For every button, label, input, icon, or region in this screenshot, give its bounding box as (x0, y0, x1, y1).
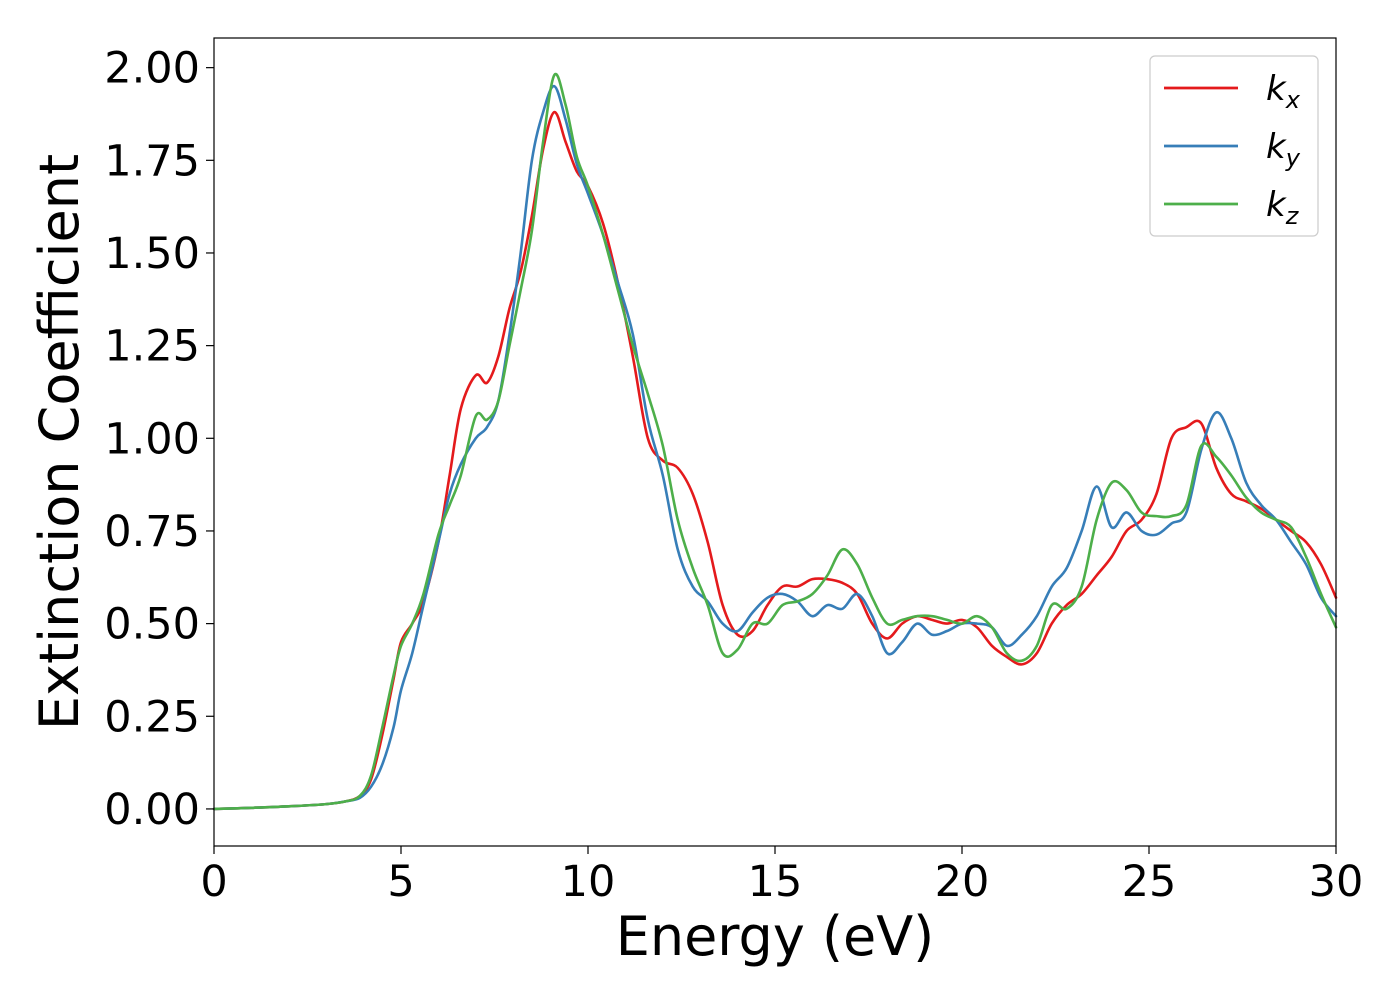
y-tick-label: 0.50 (104, 600, 200, 650)
series-line-kz (212, 72, 1338, 811)
x-tick-label: 10 (561, 857, 616, 907)
x-tick-label: 5 (387, 857, 414, 907)
x-tick-label: 15 (748, 857, 803, 907)
y-tick-label: 1.75 (104, 136, 200, 186)
y-tick-label: 1.00 (104, 414, 200, 464)
y-tick-label: 0.75 (104, 507, 200, 557)
x-tick-label: 25 (1122, 857, 1177, 907)
y-axis: 0.00 0.25 0.50 0.75 1.00 1.25 1.50 1.75 2.00 (104, 44, 214, 835)
y-tick-label: 1.25 (104, 322, 200, 372)
series-line-ky (212, 84, 1338, 811)
x-tick-label: 0 (200, 857, 227, 907)
series-layer (212, 72, 1338, 811)
y-axis-label: Extinction Coefficient (28, 154, 91, 730)
legend: kx ky kz (1149, 55, 1319, 237)
legend-label-kz: kz (1266, 185, 1300, 230)
y-tick-label: 0.00 (104, 785, 200, 835)
legend-label-kx: kx (1266, 69, 1301, 114)
x-tick-label: 20 (935, 857, 990, 907)
y-tick-label: 2.00 (104, 44, 200, 94)
y-tick-label: 0.25 (104, 692, 200, 742)
x-tick-label: 30 (1309, 857, 1364, 907)
x-axis-label: Energy (eV) (616, 905, 935, 968)
legend-label-ky: ky (1266, 127, 1301, 172)
series-line-kx (212, 110, 1338, 811)
x-axis: 0 5 10 15 20 25 30 (200, 846, 1363, 907)
y-tick-label: 1.50 (104, 229, 200, 279)
